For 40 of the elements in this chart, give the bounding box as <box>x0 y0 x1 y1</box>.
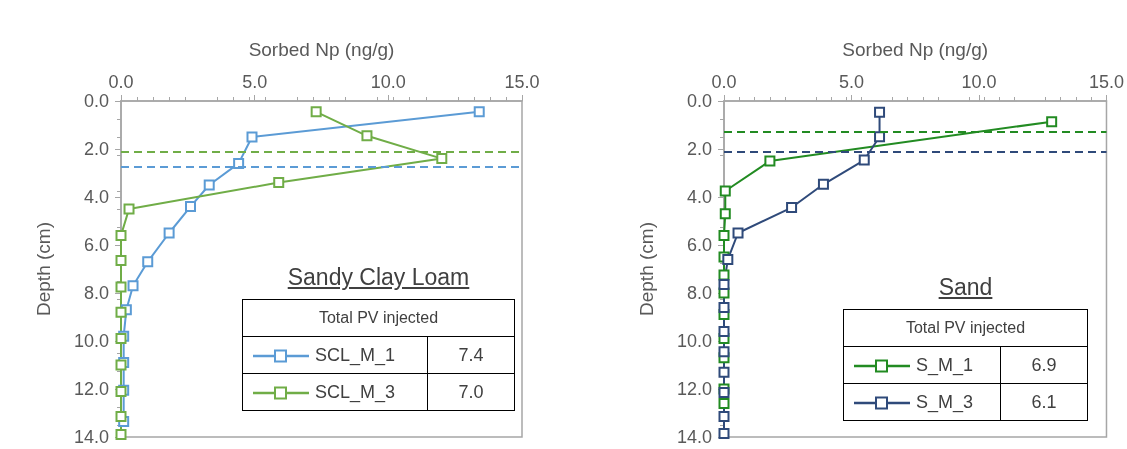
x-tick-label: 5.0 <box>242 72 268 92</box>
x-tick-label: 10.0 <box>370 72 406 92</box>
x-axis-title: Sorbed Np (ng/g) <box>842 39 989 60</box>
y-tick-label: 12.0 <box>73 379 109 399</box>
legend-label: SCL_M_3 <box>242 373 428 411</box>
x-tick-label: 15.0 <box>1088 72 1125 92</box>
legend-title: Total PV injected <box>242 299 515 337</box>
legend-title: Total PV injected <box>843 309 1088 347</box>
y-tick-label: 4.0 <box>83 187 109 207</box>
y-tick-label: 2.0 <box>83 139 109 159</box>
y-axis-title: Depth (cm) <box>33 222 54 316</box>
x-axis-title: Sorbed Np (ng/g) <box>248 39 395 60</box>
y-tick-label: 0.0 <box>83 91 109 111</box>
y-tick-label: 14.0 <box>676 427 712 447</box>
legend-label: SCL_M_1 <box>242 336 428 374</box>
text: Sandy Clay Loam <box>286 264 471 291</box>
x-tick-label: 0.0 <box>108 72 134 92</box>
annotation: 6.9 <box>1000 346 1088 384</box>
x-tick-label: 0.0 <box>711 72 737 92</box>
x-tick-label: 5.0 <box>838 72 865 92</box>
y-axis-title: Depth (cm) <box>636 222 657 316</box>
x-tick-label: 15.0 <box>504 72 540 92</box>
y-tick-label: 6.0 <box>686 235 712 255</box>
x-tick-label: 10.0 <box>961 72 997 92</box>
y-tick-label: 0.0 <box>686 91 712 111</box>
y-tick-label: 6.0 <box>83 235 109 255</box>
y-tick-label: 14.0 <box>73 427 109 447</box>
y-tick-label: 8.0 <box>686 283 712 303</box>
y-tick-label: 2.0 <box>686 139 712 159</box>
annotation: 7.4 <box>427 336 515 374</box>
y-tick-label: 4.0 <box>686 187 712 207</box>
y-tick-label: 10.0 <box>676 331 712 351</box>
annotation: 6.1 <box>1000 383 1088 421</box>
annotation: 7.0 <box>427 373 515 411</box>
y-tick-label: 10.0 <box>73 331 109 351</box>
legend-label: S_M_3 <box>843 383 1001 421</box>
y-tick-label: 8.0 <box>83 283 109 303</box>
legend-label: S_M_1 <box>843 346 1001 384</box>
text: Sand <box>937 274 994 301</box>
y-tick-label: 12.0 <box>676 379 712 399</box>
